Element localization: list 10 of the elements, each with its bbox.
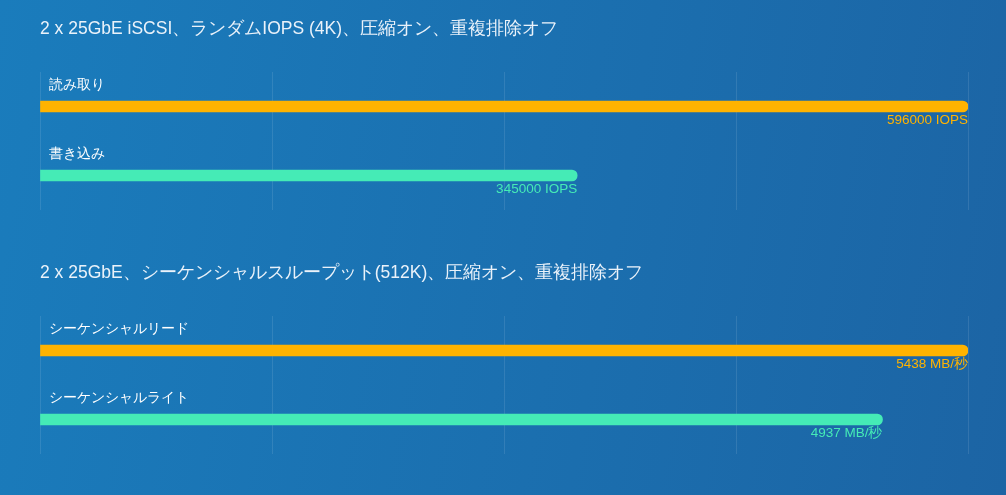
y-tick-label: 読み取り [49, 76, 105, 93]
chart-title: 2 x 25GbE iSCSI、ランダムIOPS (4K)、圧縮オン、重複排除オフ [40, 18, 559, 39]
chart-title: 2 x 25GbE、シーケンシャルスループット(512K)、圧縮オン、重複排除オフ [40, 262, 644, 283]
data-label: 4937 MB/秒 [810, 425, 883, 441]
data-label: 596000 IOPS [886, 112, 968, 128]
data-label: 345000 IOPS [496, 181, 578, 197]
y-tick-label: 書き込み [49, 145, 105, 162]
y-tick-label: シーケンシャルライト [49, 389, 189, 406]
data-label: 5438 MB/秒 [896, 356, 968, 372]
y-tick-label: シーケンシャルリード [49, 320, 189, 337]
